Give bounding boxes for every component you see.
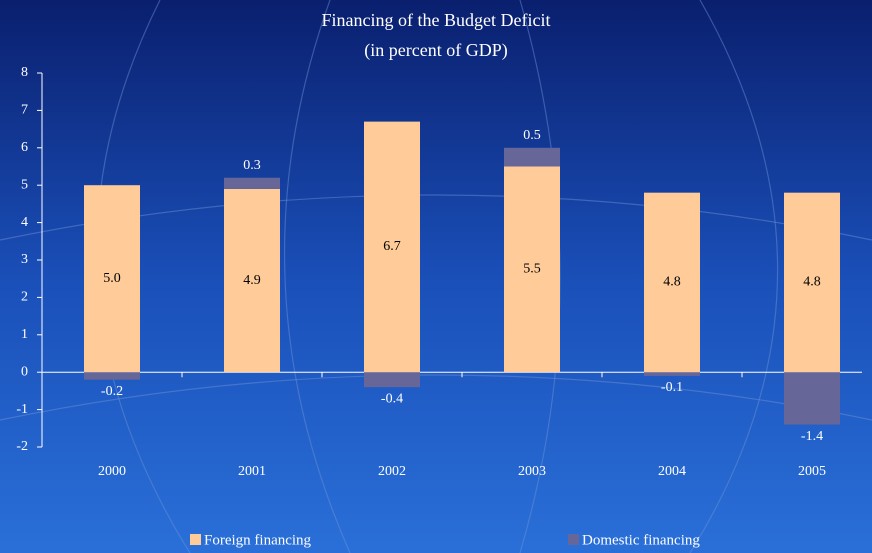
- x-tick-label: 2002: [378, 464, 406, 479]
- x-tick-label: 2000: [98, 464, 126, 479]
- bar-segment: [364, 121, 420, 373]
- chart-title: Financing of the Budget Deficit: [322, 10, 551, 30]
- y-tick-label: 5: [21, 177, 28, 192]
- x-tick-label: 2001: [238, 464, 266, 479]
- data-label: 6.7: [383, 239, 401, 254]
- bar-segment: [224, 177, 280, 189]
- y-tick-label: 6: [21, 140, 28, 155]
- y-tick-label: 3: [21, 252, 28, 267]
- data-label: 4.8: [803, 275, 821, 290]
- bar-segment: [504, 147, 560, 167]
- legend-label: Domestic financing: [582, 532, 700, 548]
- y-tick-label: 7: [21, 103, 28, 118]
- bar-segment: [84, 372, 140, 380]
- bar-segment: [644, 192, 700, 373]
- data-label: -0.4: [381, 391, 403, 406]
- y-tick-label: 2: [21, 290, 28, 305]
- bar-segment: [784, 372, 840, 425]
- bar-segment: [224, 188, 280, 373]
- x-tick-label: 2003: [518, 464, 546, 479]
- bar-segment: [84, 185, 140, 373]
- data-label: 0.3: [243, 158, 261, 173]
- y-tick-label: -1: [16, 402, 28, 417]
- data-label: 5.0: [103, 271, 121, 286]
- data-label: 5.5: [523, 262, 541, 277]
- y-tick-label: 1: [21, 327, 28, 342]
- data-label: -0.1: [661, 380, 683, 395]
- data-label: 0.5: [523, 128, 541, 143]
- data-label: -0.2: [101, 384, 123, 399]
- x-tick-label: 2005: [798, 464, 826, 479]
- y-tick-label: -2: [16, 439, 28, 454]
- y-tick-label: 8: [21, 65, 28, 80]
- bar-segment: [504, 166, 560, 373]
- legend-swatch: [568, 534, 579, 545]
- bar-segment: [784, 192, 840, 373]
- x-tick-label: 2004: [658, 464, 686, 479]
- bar-segment: [364, 372, 420, 388]
- data-label: -1.4: [801, 429, 823, 444]
- legend-swatch: [190, 534, 201, 545]
- y-tick-label: 4: [21, 215, 28, 230]
- bar-segment: [644, 372, 700, 376]
- data-label: 4.9: [243, 273, 261, 288]
- chart-subtitle: (in percent of GDP): [364, 40, 507, 61]
- y-tick-label: 0: [21, 364, 28, 379]
- legend-label: Foreign financing: [204, 532, 312, 548]
- data-label: 4.8: [663, 275, 681, 290]
